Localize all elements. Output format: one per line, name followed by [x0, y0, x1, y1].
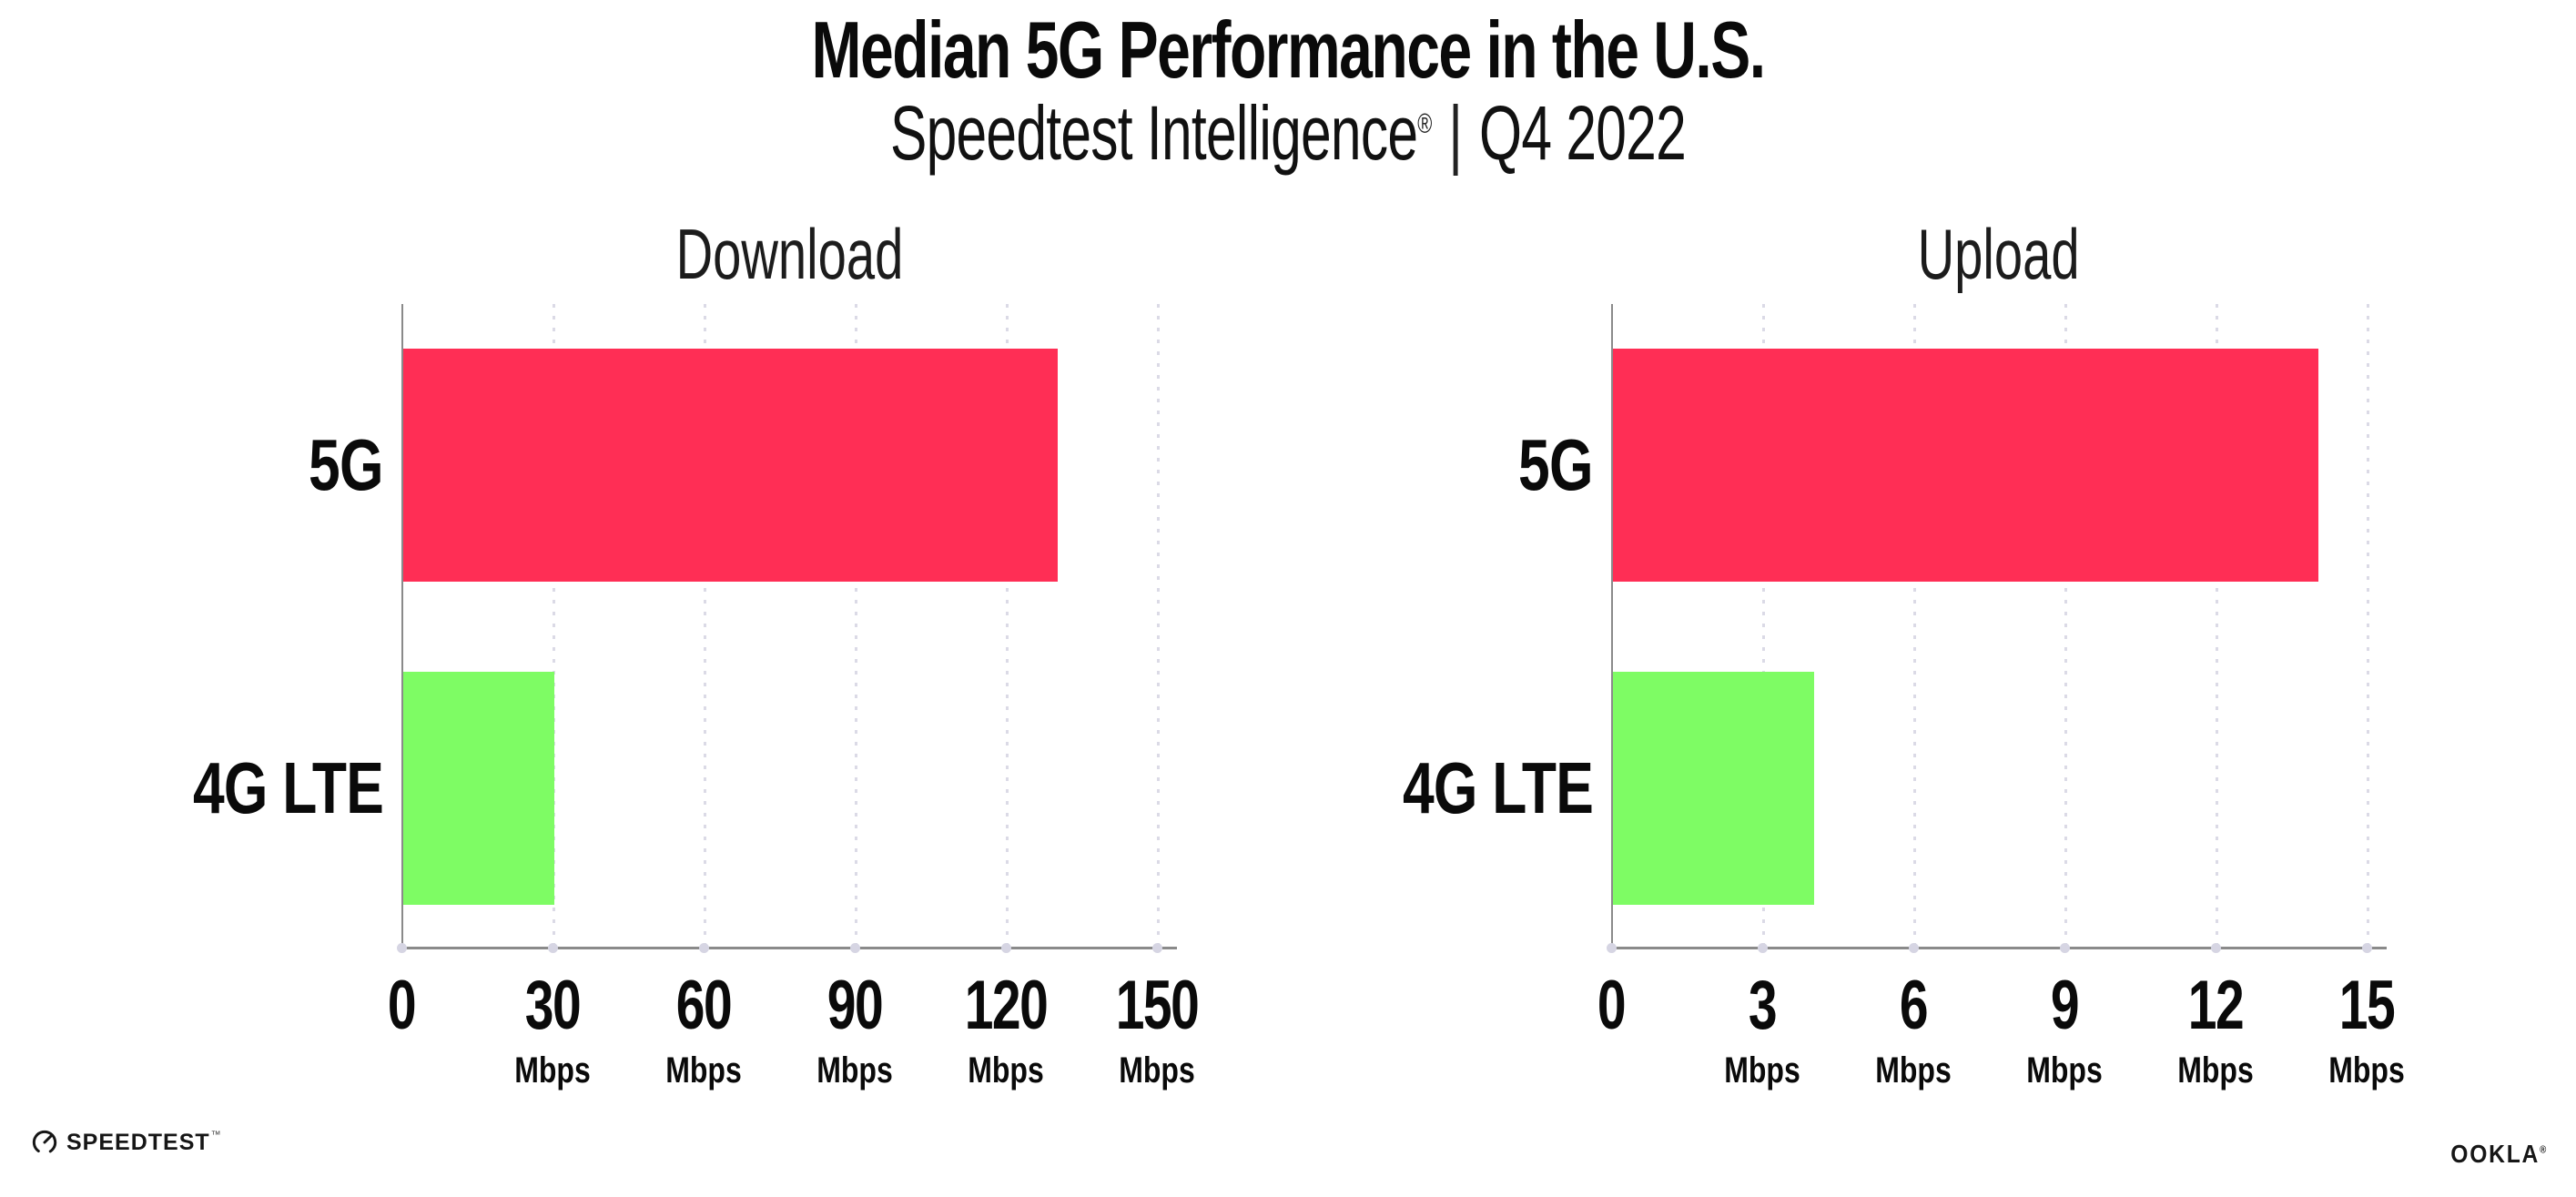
page-title-text: Median 5G Performance in the U.S. [811, 5, 1766, 95]
axis-tick-dot-150 [1152, 943, 1162, 953]
gridline-9 [2064, 304, 2067, 947]
axis-tick-dot-12 [2211, 943, 2221, 953]
gridline-3 [1762, 304, 1765, 947]
axis-tick-dot-30 [548, 943, 558, 953]
x-tick-unit: Mbps [816, 1050, 893, 1090]
x-tick-value: 6 [1899, 967, 1929, 1044]
y-axis-label-text: 4G LTE [1402, 746, 1594, 828]
y-axis-label-5g: 5G [1225, 304, 1593, 626]
upload-plot-area: 0 3 Mbps 6 Mbps 9 Mbps 12 Mbps 15 Mbps 5G 4G LTE [1403, 304, 2405, 1090]
gridline-90 [855, 304, 857, 947]
speedtest-wordmark: SPEEDTEST [66, 1129, 210, 1155]
x-tick-label-3: 3 Mbps [1671, 966, 1853, 1091]
trademark-icon: ™ [210, 1130, 221, 1141]
ookla-logo: OOKLA® [2450, 1140, 2546, 1169]
axis-tick-dot-0 [397, 943, 407, 953]
x-tick-label-12: 12 Mbps [2125, 966, 2307, 1091]
x-tick-value: 3 [1748, 967, 1778, 1044]
x-tick-value: 30 [524, 967, 582, 1044]
axis-tick-dot-6 [1909, 943, 1919, 953]
gridline-120 [1006, 304, 1009, 947]
gridline-12 [2216, 304, 2218, 947]
page-subtitle-text: Speedtest Intelligence® | Q4 2022 [889, 89, 1687, 178]
x-tick-label-60: 60 Mbps [613, 966, 795, 1091]
gridline-60 [704, 304, 706, 947]
x-tick-value: 0 [387, 967, 417, 1044]
download-plot-area: 0 30 Mbps 60 Mbps 90 Mbps 120 Mbps 150 Mbps 5G 4G LT… [193, 304, 1200, 1090]
x-tick-unit: Mbps [1724, 1050, 1800, 1090]
x-tick-value: 9 [2050, 967, 2080, 1044]
axis-tick-dot-9 [2060, 943, 2070, 953]
axis-tick-dot-60 [699, 943, 709, 953]
gridline-150 [1157, 304, 1160, 947]
subtitle-brand: Speedtest Intelligence [889, 90, 1418, 176]
x-axis-line [401, 947, 1177, 949]
y-axis-label-text: 5G [309, 424, 383, 505]
registered-trademark-icon: ® [1417, 109, 1432, 139]
chart-title-upload: Upload [1918, 214, 2080, 294]
x-tick-label-30: 30 Mbps [461, 966, 644, 1091]
speedtest-logo: SPEEDTEST ™ [31, 1129, 221, 1156]
x-tick-value: 120 [964, 967, 1049, 1044]
x-tick-label-6: 6 Mbps [1822, 966, 2004, 1091]
x-tick-unit: Mbps [2328, 1050, 2405, 1090]
ookla-wordmark: OOKLA [2450, 1140, 2540, 1168]
x-tick-label-90: 90 Mbps [764, 966, 946, 1091]
chart-title-download: Download [675, 214, 903, 294]
bar-4g-lte [403, 671, 554, 905]
x-tick-unit: Mbps [968, 1050, 1044, 1090]
y-axis-label-text: 5G [1518, 424, 1593, 505]
x-tick-label-150: 150 Mbps [1066, 966, 1248, 1091]
x-tick-unit: Mbps [2177, 1050, 2254, 1090]
x-tick-unit: Mbps [2026, 1050, 2103, 1090]
x-tick-value: 90 [827, 967, 884, 1044]
speedtest-gauge-icon [32, 1130, 57, 1155]
x-tick-value: 12 [2187, 967, 2245, 1044]
gridline-6 [1913, 304, 1916, 947]
gridline-15 [2367, 304, 2369, 947]
y-axis-label-4g-lte: 4G LTE [1225, 627, 1594, 949]
x-tick-unit: Mbps [514, 1050, 591, 1090]
x-tick-unit: Mbps [1119, 1050, 1195, 1090]
x-tick-label-120: 120 Mbps [915, 966, 1097, 1091]
bar-5g [1613, 349, 2318, 582]
y-axis-label-4g-lte: 4G LTE [15, 627, 384, 949]
ookla-registered-icon: ® [2539, 1144, 2546, 1156]
y-axis-line [1611, 304, 1613, 949]
y-axis-label-text: 4G LTE [192, 746, 384, 828]
bar-5g [403, 349, 1059, 582]
x-axis-line [1611, 947, 2387, 949]
x-tick-unit: Mbps [1875, 1050, 1952, 1090]
bar-4g-lte [1613, 671, 1815, 905]
page-subtitle: Speedtest Intelligence® | Q4 2022 [0, 89, 2576, 178]
x-tick-label-15: 15 Mbps [2276, 966, 2458, 1091]
axis-tick-dot-90 [850, 943, 860, 953]
page-title: Median 5G Performance in the U.S. [0, 4, 2576, 96]
x-tick-value: 60 [675, 967, 733, 1044]
axis-tick-dot-0 [1607, 943, 1617, 953]
subtitle-period: Q4 2022 [1479, 90, 1687, 176]
gridline-30 [553, 304, 555, 947]
axis-tick-dot-120 [1001, 943, 1011, 953]
axis-tick-dot-3 [1758, 943, 1768, 953]
x-tick-value: 150 [1115, 967, 1200, 1044]
axis-tick-dot-15 [2362, 943, 2372, 953]
y-axis-line [401, 304, 403, 949]
subtitle-separator: | [1448, 90, 1463, 176]
x-tick-unit: Mbps [665, 1050, 742, 1090]
x-tick-value: 0 [1597, 967, 1627, 1044]
x-tick-value: 15 [2338, 967, 2396, 1044]
x-tick-label-0: 0 [310, 966, 492, 1045]
x-tick-label-0: 0 [1520, 966, 1702, 1045]
y-axis-label-5g: 5G [15, 304, 383, 626]
x-tick-label-9: 9 Mbps [1973, 966, 2155, 1091]
